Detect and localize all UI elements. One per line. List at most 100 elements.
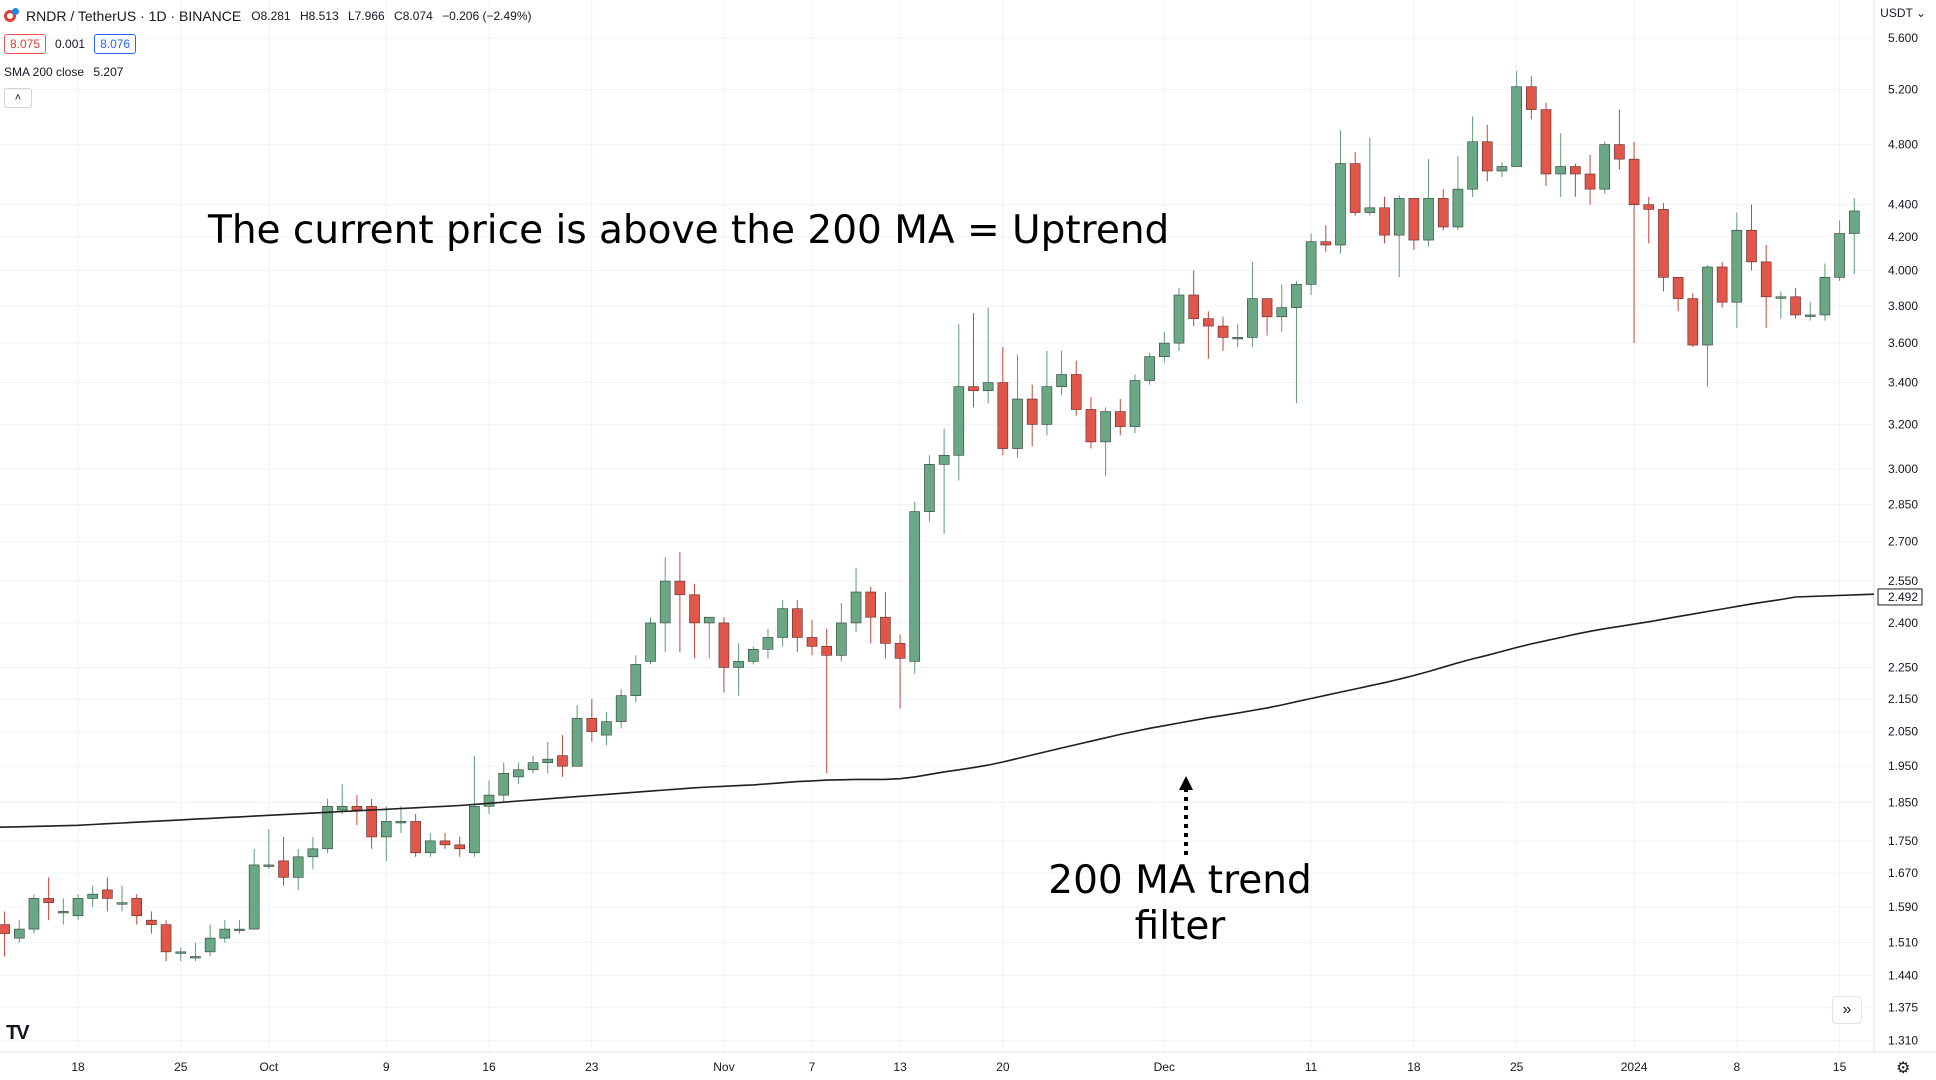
- candle-body: [645, 622, 656, 662]
- candle-body: [1496, 166, 1508, 172]
- candle-body: [821, 646, 832, 656]
- y-tick-label: 1.750: [1888, 834, 1918, 848]
- candle-body: [1760, 261, 1772, 298]
- candle-body: [689, 594, 700, 624]
- candle-body: [1526, 86, 1537, 110]
- x-tick-label: 8: [1733, 1060, 1740, 1074]
- candle-body: [601, 721, 612, 736]
- candle-body: [1423, 198, 1434, 241]
- indicator-value: 5.207: [93, 65, 124, 79]
- candle-body: [219, 928, 231, 939]
- candle-body: [1702, 266, 1713, 346]
- y-tick-label: 2.050: [1888, 725, 1918, 739]
- ma-annotation-line2: filter: [1134, 904, 1226, 949]
- candle-body: [1481, 141, 1493, 172]
- ma-annotation-line1: 200 MA trend: [1048, 858, 1312, 903]
- candle-body: [1173, 294, 1185, 344]
- indicator-legend[interactable]: SMA 200 close 5.207: [4, 65, 123, 79]
- candle-body: [1467, 141, 1478, 190]
- candle-body: [1114, 411, 1126, 427]
- candle-body: [1393, 198, 1405, 236]
- x-tick-label: 25: [1510, 1060, 1524, 1074]
- x-tick-label: 23: [585, 1060, 599, 1074]
- candle-body: [1349, 163, 1361, 213]
- candle-body: [1746, 229, 1757, 263]
- x-tick-label: 9: [383, 1060, 390, 1074]
- currency-selector[interactable]: USDT ⌄: [1880, 6, 1926, 20]
- sell-price-button[interactable]: 8.075: [4, 34, 47, 54]
- indicator-label: SMA 200 close: [4, 65, 85, 79]
- candle-body: [1217, 325, 1229, 338]
- candle-body: [1408, 198, 1420, 241]
- candle-body: [131, 898, 143, 917]
- y-tick-label: 2.250: [1888, 660, 1918, 674]
- scroll-to-realtime-button[interactable]: »: [1832, 996, 1862, 1024]
- candle-body: [762, 637, 774, 650]
- x-tick-label: Dec: [1154, 1060, 1175, 1074]
- candle-body: [659, 580, 671, 624]
- y-tick-label: 4.400: [1888, 198, 1918, 212]
- candle-body: [1452, 188, 1464, 228]
- candle-body: [924, 464, 935, 512]
- candle-body: [1731, 229, 1743, 303]
- collapse-legend-button[interactable]: ˄: [4, 88, 32, 108]
- x-tick-label: 7: [809, 1060, 816, 1074]
- candle-body: [0, 924, 10, 934]
- candle-body: [586, 718, 598, 732]
- candle-body: [366, 805, 377, 838]
- sma200-line: [0, 593, 1875, 828]
- candle-body: [1804, 314, 1816, 317]
- buy-price-button[interactable]: 8.076: [94, 34, 137, 54]
- tradingview-logo[interactable]: TV: [6, 1022, 30, 1044]
- candle-body: [850, 591, 862, 624]
- candle-body: [880, 616, 891, 644]
- symbol-title[interactable]: RNDR / TetherUS · 1D · BINANCE: [26, 8, 242, 24]
- candle-body: [674, 580, 686, 596]
- candle-body: [542, 758, 554, 763]
- candle-body: [307, 848, 319, 858]
- candle-body: [1643, 204, 1655, 210]
- change-value: −0.206 (−2.49%): [442, 9, 532, 23]
- candle-body: [439, 840, 451, 846]
- candle-body: [1511, 86, 1522, 167]
- ma-annotation: 200 MA trend filter: [1040, 858, 1320, 950]
- x-tick-label: Oct: [260, 1060, 279, 1074]
- close-value: C8.074: [394, 9, 433, 23]
- y-tick-label: 3.600: [1888, 336, 1918, 350]
- ma-price-label-box: [1877, 588, 1923, 606]
- candle-body: [1144, 356, 1155, 381]
- candle-body: [997, 382, 1009, 449]
- candle-body: [1056, 374, 1067, 387]
- y-tick-label: 1.850: [1888, 796, 1918, 810]
- open-value: O8.281: [251, 9, 291, 23]
- candle-body: [733, 661, 744, 668]
- y-tick-label: 5.600: [1888, 31, 1918, 45]
- candle-body: [615, 695, 627, 722]
- candle-body: [1716, 266, 1728, 303]
- settings-gear-icon[interactable]: ⚙: [1896, 1060, 1911, 1077]
- y-tick-label: 4.000: [1888, 263, 1918, 277]
- candle-body: [806, 637, 818, 647]
- candle-body: [351, 805, 363, 811]
- candle-body: [1687, 298, 1699, 346]
- candle-body: [160, 924, 172, 953]
- candle-body: [953, 386, 965, 456]
- y-tick-label: 1.375: [1888, 1000, 1918, 1014]
- candle-body: [836, 622, 847, 656]
- candle-body: [909, 511, 921, 662]
- candle-body: [938, 454, 950, 465]
- x-tick-label: 25: [174, 1060, 188, 1074]
- candle-body: [87, 893, 98, 899]
- candle-body: [982, 382, 994, 392]
- candle-body: [395, 821, 407, 824]
- candle-body: [557, 755, 568, 767]
- x-tick-label: 15: [1833, 1060, 1847, 1074]
- candle-body: [498, 773, 510, 796]
- y-tick-label: 3.400: [1888, 376, 1918, 390]
- y-tick-label: 1.950: [1888, 759, 1918, 773]
- candle-body: [1834, 233, 1845, 278]
- candle-body: [1335, 163, 1346, 246]
- candle-body: [1085, 409, 1097, 443]
- candle-body: [1026, 398, 1038, 425]
